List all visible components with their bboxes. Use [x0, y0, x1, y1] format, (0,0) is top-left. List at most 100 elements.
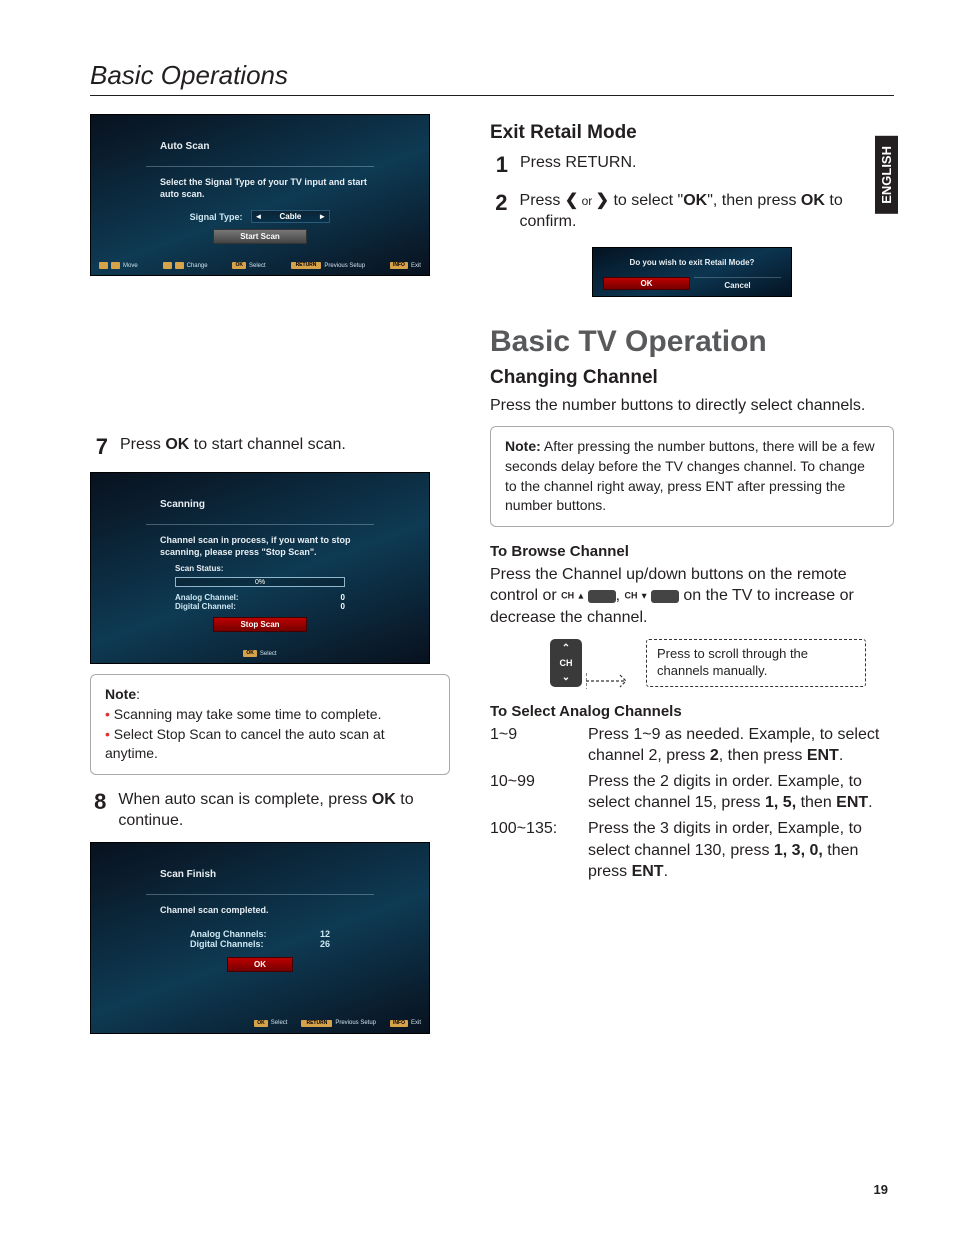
scan-finish-panel: Scan Finish Channel scan completed. Anal… [90, 842, 430, 1034]
left-arrow-icon[interactable]: ◄ [252, 212, 266, 221]
key-info: INFO [390, 1020, 408, 1027]
step-text: Press OK to start channel scan. [120, 434, 346, 456]
up-triangle-icon: ▴ [579, 591, 584, 601]
step-8: 8 When auto scan is complete, press OK t… [90, 789, 450, 832]
down-chevron-icon: ⌄ [562, 672, 570, 683]
hint-change: Change [187, 263, 208, 269]
analog-row: 1~9 Press 1~9 as needed. Example, to sel… [490, 724, 894, 767]
scanning-title: Scanning [160, 499, 374, 510]
dialog-cancel-button[interactable]: Cancel [694, 277, 781, 290]
scan-progress-bar: 0% [175, 577, 345, 587]
finish-msg: Channel scan completed. [160, 905, 374, 917]
down-triangle-icon: ▾ [642, 591, 647, 601]
up-chevron-icon: ⌃ [562, 643, 570, 654]
digital-ch-value: 0 [341, 602, 345, 611]
range-key: 100~135: [490, 818, 570, 883]
step-number: 1 [490, 150, 508, 180]
analog-ch-label: Analog Channel: [175, 593, 239, 602]
finish-ok-button[interactable]: OK [227, 957, 293, 972]
scanning-instruction: Channel scan in process, if you want to … [160, 535, 374, 558]
scan-status-label: Scan Status: [175, 564, 345, 573]
digital-ch-label: Digital Channel: [175, 602, 236, 611]
scan-status-block: Scan Status: 0% Analog Channel: 0 Digital… [175, 564, 345, 611]
key-ok: OK [232, 262, 246, 269]
analog-row: 100~135: Press the 3 digits in order, Ex… [490, 818, 894, 883]
changing-channel-heading: Changing Channel [490, 367, 894, 389]
hint-move: Move [123, 263, 138, 269]
note-label: Note: [505, 438, 541, 454]
browse-channel-heading: To Browse Channel [490, 543, 894, 560]
hint-prev: Previous Setup [335, 1020, 376, 1026]
step-text: Press ❮ or ❯ to select "OK", then press … [520, 190, 894, 233]
hint-exit: Exit [411, 263, 421, 269]
hint-exit: Exit [411, 1020, 421, 1026]
range-value: Press the 3 digits in order, Example, to… [588, 818, 894, 883]
dialog-question: Do you wish to exit Retail Mode? [601, 258, 783, 267]
left-chevron-icon: ❮ [565, 192, 578, 209]
autoscan-panel: Auto Scan Select the Signal Type of your… [90, 114, 430, 276]
step-number: 2 [490, 188, 508, 218]
page-title: Basic Operations [90, 60, 894, 96]
finish-analog-label: Analog Channels: [190, 929, 300, 939]
key-ok: OK [254, 1020, 268, 1027]
left-column: Auto Scan Select the Signal Type of your… [90, 114, 450, 1034]
analog-row: 10~99 Press the 2 digits in order. Examp… [490, 771, 894, 814]
hint-select: Select [249, 263, 266, 269]
exit-step-2: 2 Press ❮ or ❯ to select "OK", then pres… [490, 190, 894, 233]
right-chevron-icon: ❯ [596, 192, 609, 209]
scan-percent: 0% [255, 579, 265, 586]
finish-analog-value: 12 [320, 929, 330, 939]
page-columns: Auto Scan Select the Signal Type of your… [90, 114, 894, 1034]
key-return: RETURN [301, 1020, 332, 1027]
start-scan-button[interactable]: Start Scan [213, 229, 307, 244]
autoscan-instruction: Select the Signal Type of your TV input … [160, 177, 374, 200]
ch-label: CH [560, 658, 573, 668]
step-7: 7 Press OK to start channel scan. [90, 434, 450, 462]
step-number: 8 [90, 787, 106, 817]
finish-digital-label: Digital Channels: [190, 939, 300, 949]
key-ok: OK [243, 650, 257, 657]
autoscan-title: Auto Scan [160, 141, 374, 152]
step-text: Press RETURN. [520, 152, 636, 174]
key-info: INFO [390, 262, 408, 269]
dialog-ok-button[interactable]: OK [603, 277, 690, 290]
step-text: When auto scan is complete, press OK to … [118, 789, 450, 832]
signal-type-label: Signal Type: [190, 212, 243, 222]
analog-ch-value: 0 [341, 593, 345, 602]
right-arrow-icon[interactable]: ► [315, 212, 329, 221]
changing-channel-body: Press the number buttons to directly sel… [490, 395, 894, 417]
channel-callout: Press to scroll through the channels man… [646, 639, 866, 687]
hint-prev: Previous Setup [324, 263, 365, 269]
signal-type-select[interactable]: ◄ Cable ► [251, 210, 331, 223]
basic-tv-heading: Basic TV Operation [490, 325, 894, 359]
tv-button-icon [651, 590, 679, 603]
finish-title: Scan Finish [160, 869, 374, 880]
exit-retail-heading: Exit Retail Mode [490, 122, 894, 144]
note-item: Select Stop Scan to cancel the auto scan… [105, 725, 435, 764]
channel-rocker-button[interactable]: ⌃ CH ⌄ [550, 639, 582, 687]
channel-note-box: Note: After pressing the number buttons,… [490, 426, 894, 526]
note-item: Scanning may take some time to complete. [105, 705, 435, 725]
scanning-panel: Scanning Channel scan in process, if you… [90, 472, 430, 664]
note-box: Note: Scanning may take some time to com… [90, 674, 450, 774]
range-value: Press the 2 digits in order. Example, to… [588, 771, 894, 814]
language-tab: ENGLISH [875, 136, 898, 214]
note-text: After pressing the number buttons, there… [505, 438, 875, 513]
tv-button-icon [588, 590, 616, 603]
note-label: Note [105, 686, 136, 702]
channel-button-figure: ⌃ CH ⌄ Press to scroll through the chann… [550, 639, 894, 687]
browse-channel-body: Press the Channel up/down buttons on the… [490, 564, 894, 629]
step-number: 7 [90, 432, 108, 462]
range-key: 10~99 [490, 771, 570, 814]
signal-type-value: Cable [266, 211, 316, 222]
exit-retail-dialog: Do you wish to exit Retail Mode? OK Canc… [592, 247, 792, 297]
hint-select: Select [271, 1020, 288, 1026]
autoscan-footer: Move Change OK Select RETURN Previous Se… [99, 258, 421, 269]
range-key: 1~9 [490, 724, 570, 767]
stop-scan-button[interactable]: Stop Scan [213, 617, 306, 632]
select-analog-heading: To Select Analog Channels [490, 703, 894, 720]
hint-select: Select [260, 651, 277, 657]
right-column: Exit Retail Mode 1 Press RETURN. 2 Press… [490, 114, 894, 1034]
finish-digital-value: 26 [320, 939, 330, 949]
exit-step-1: 1 Press RETURN. [490, 152, 894, 180]
